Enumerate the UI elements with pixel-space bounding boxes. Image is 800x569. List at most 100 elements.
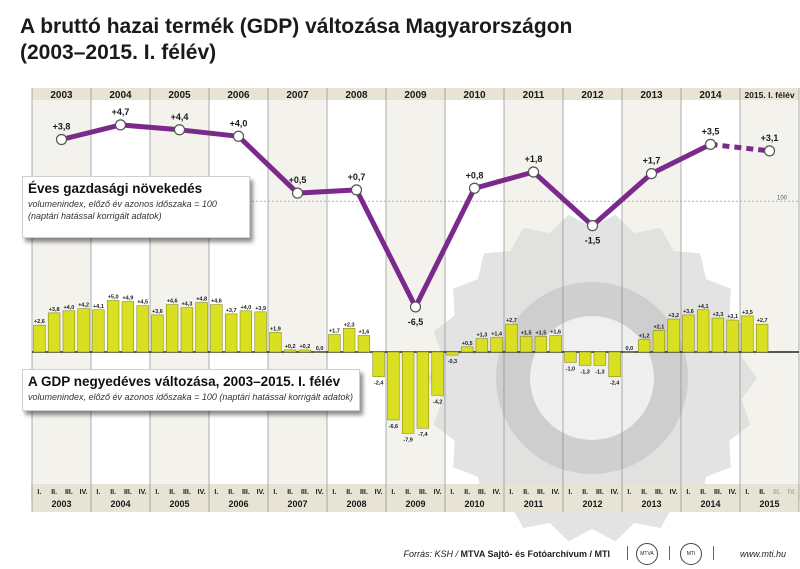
quarterly-bar-label: +4,5 xyxy=(137,300,148,306)
quarterly-bar xyxy=(519,336,533,353)
quarterly-bar xyxy=(460,346,474,353)
year-column-shade xyxy=(740,100,799,485)
quarterly-bar xyxy=(342,328,356,353)
quarter-label: III. xyxy=(596,489,604,496)
year-header-band xyxy=(32,88,799,100)
annual-data-point xyxy=(232,130,245,142)
quarter-label: II. xyxy=(51,489,57,496)
quarter-label: I. xyxy=(214,489,218,496)
quarterly-bar-label: +3,6 xyxy=(152,309,163,315)
quarterly-bar-label: +1,9 xyxy=(270,326,281,332)
quarterly-bar xyxy=(667,318,680,353)
quarter-label: II. xyxy=(346,489,352,496)
annual-growth-line-dashed xyxy=(710,141,770,154)
quarterly-bar xyxy=(136,305,149,353)
quarterly-bar xyxy=(755,323,769,353)
quarterly-bar-label: +3,6 xyxy=(683,309,694,315)
quarterly-bar xyxy=(269,332,282,353)
quarterly-bar-label: +3,8 xyxy=(49,307,60,313)
quarter-label: III. xyxy=(301,489,309,496)
source-prefix: Forrás: KSH / xyxy=(403,549,458,559)
year-header-label: 2008 xyxy=(345,90,368,101)
quarter-label: II. xyxy=(405,489,411,496)
annual-data-label: +0,8 xyxy=(466,170,484,180)
annual-data-label: +1,7 xyxy=(643,156,661,166)
quarterly-bar-label: +1,5 xyxy=(535,331,546,337)
quarterly-bar xyxy=(33,324,46,353)
quarterly-bar-label: +3,9 xyxy=(255,306,266,312)
quarterly-bar xyxy=(637,339,651,353)
annual-data-point xyxy=(173,124,186,136)
footer-divider xyxy=(669,546,670,560)
quarterly-bar-label: +1,3 xyxy=(476,333,487,339)
quarter-label: I. xyxy=(332,489,336,496)
quarterly-bar xyxy=(578,351,592,366)
quarterly-bar-label: +0,2 xyxy=(285,344,296,350)
website-link[interactable]: www.mti.hu xyxy=(739,549,786,559)
annual-data-point xyxy=(409,301,422,313)
quarterly-bar-label: +1,4 xyxy=(491,332,503,338)
annual-growth-subtitle-1: volumenindex, előző év azonos időszaka =… xyxy=(28,199,217,209)
bottom-year-label: 2013 xyxy=(641,499,661,509)
quarter-label: I. xyxy=(96,489,100,496)
quarter-label: IV. xyxy=(198,489,206,496)
mtva-logo: MTVA xyxy=(636,543,658,565)
year-header-label: 2011 xyxy=(523,90,545,101)
annual-data-point xyxy=(350,184,363,196)
quarterly-bar-label: +4,1 xyxy=(698,304,709,310)
quarterly-bar xyxy=(416,351,430,429)
quarterly-bar xyxy=(224,313,238,353)
quarterly-bar-label: -2,4 xyxy=(374,381,384,387)
year-header-label: 2003 xyxy=(50,90,73,101)
annual-data-label: +3,8 xyxy=(53,122,71,132)
quarterly-bar-label: -6,6 xyxy=(389,424,398,430)
quarterly-bar-label: +1,2 xyxy=(639,334,650,340)
quarter-label: III. xyxy=(419,489,427,496)
annual-data-point xyxy=(763,145,776,157)
annual-data-label: +4,7 xyxy=(112,107,130,117)
quarter-label: I. xyxy=(391,489,395,496)
quarter-label: IV. xyxy=(552,489,560,496)
quarterly-bar xyxy=(92,309,105,353)
annual-growth-subtitle-2: (naptári hatással korrigált adatok) xyxy=(28,211,162,221)
quarterly-bar xyxy=(564,351,577,363)
quarterly-bar xyxy=(180,307,194,353)
year-header-label: 2015. I. félév xyxy=(744,90,794,100)
quarter-label: I. xyxy=(37,489,41,496)
quarter-label: III. xyxy=(773,489,781,496)
quarterly-bar-label: +5,0 xyxy=(108,295,119,301)
footer: Forrás: KSH / MTVA Sajtó- és Fotóarchívu… xyxy=(0,538,800,569)
quarter-label: I. xyxy=(627,489,631,496)
quarterly-bar xyxy=(534,336,548,353)
quarterly-bar-label: +4,0 xyxy=(63,305,74,311)
annual-data-label: +1,8 xyxy=(525,154,543,164)
quarterly-bar-label: +4,8 xyxy=(196,297,207,303)
quarter-label: IV. xyxy=(434,489,442,496)
quarterly-bar-label: +4,3 xyxy=(181,302,192,308)
quarter-label: I. xyxy=(273,489,277,496)
quarterly-bar xyxy=(593,351,607,366)
quarterly-bar-label: 0,0 xyxy=(626,346,634,352)
quarterly-bar xyxy=(608,351,621,378)
quarterly-bar-label: +0,5 xyxy=(462,341,473,347)
quarter-label: IV. xyxy=(375,489,383,496)
quarterly-bar-label: +4,2 xyxy=(78,303,89,309)
quarter-label: III. xyxy=(655,489,663,496)
quarterly-bar-label: +2,7 xyxy=(757,318,768,324)
year-header-label: 2007 xyxy=(286,90,309,101)
gear-center xyxy=(530,316,654,440)
annual-data-label: -6,5 xyxy=(408,317,424,327)
quarterly-bar xyxy=(372,351,385,378)
source-agency: MTVA Sajtó- és Fotóarchívum / MTI xyxy=(460,549,610,559)
bottom-year-label: 2004 xyxy=(110,499,130,509)
bottom-year-label: 2008 xyxy=(346,499,366,509)
quarter-label: IV. xyxy=(139,489,147,496)
quarterly-bar xyxy=(328,334,341,353)
quarter-label: II. xyxy=(582,489,588,496)
annual-data-point xyxy=(291,187,304,199)
quarterly-bar xyxy=(195,302,208,353)
quarterly-bar-label: +3,7 xyxy=(226,308,237,314)
quarterly-bar-label: +2,3 xyxy=(344,322,355,328)
quarterly-bar xyxy=(475,338,489,353)
